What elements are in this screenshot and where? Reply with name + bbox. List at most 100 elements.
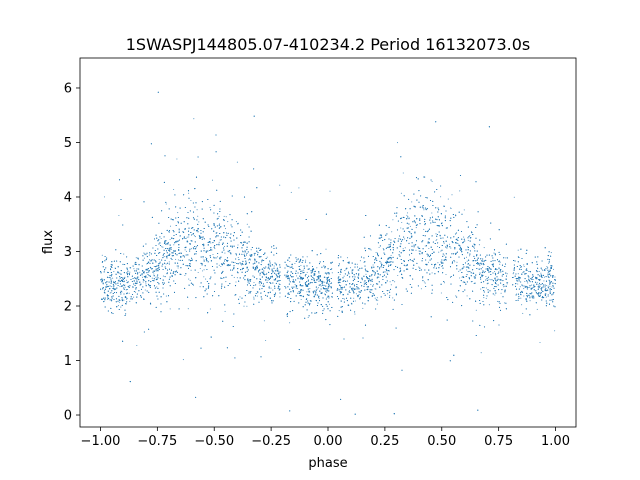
data-point (387, 293, 389, 295)
data-point (202, 270, 204, 272)
data-point (246, 223, 248, 225)
data-point (375, 288, 377, 290)
data-point (225, 281, 227, 283)
data-point (554, 276, 556, 278)
data-point (485, 287, 487, 289)
data-point (389, 294, 391, 296)
data-point (134, 291, 137, 293)
data-point (178, 230, 180, 232)
data-point (161, 246, 163, 248)
data-point (463, 236, 465, 238)
data-point (526, 281, 529, 283)
data-point (438, 251, 440, 253)
data-point (370, 280, 372, 282)
data-point (456, 242, 458, 244)
data-point (253, 252, 255, 254)
data-point (194, 236, 196, 238)
data-point (525, 273, 527, 275)
data-point (396, 142, 399, 144)
data-point (266, 256, 268, 258)
data-point (344, 270, 346, 272)
data-point (500, 292, 502, 294)
data-point (519, 266, 522, 268)
data-point (188, 236, 190, 238)
data-point (118, 301, 120, 303)
data-point (174, 250, 176, 252)
data-point (363, 281, 365, 283)
data-point (155, 276, 157, 278)
data-point (306, 256, 308, 258)
data-point (443, 282, 445, 284)
data-point (205, 278, 207, 280)
data-point (522, 271, 524, 273)
data-point (513, 272, 515, 274)
data-point (483, 287, 485, 289)
data-point (129, 300, 131, 302)
data-point (554, 330, 556, 332)
data-point (388, 264, 390, 266)
data-point (423, 281, 425, 283)
data-point (553, 287, 555, 289)
data-point (151, 277, 153, 279)
data-point (415, 227, 417, 229)
data-point (397, 274, 399, 277)
data-point (241, 264, 243, 266)
data-point (250, 249, 252, 251)
data-point (402, 172, 404, 174)
data-point (184, 274, 186, 277)
data-point (527, 294, 529, 296)
data-point (339, 273, 341, 275)
data-point (249, 259, 251, 261)
data-point (142, 281, 144, 283)
data-point (470, 231, 473, 233)
data-point (318, 280, 320, 282)
data-point (454, 261, 456, 263)
data-point (466, 269, 468, 271)
data-point (361, 279, 364, 281)
data-point (485, 297, 487, 299)
data-point (326, 291, 328, 294)
data-point (257, 292, 259, 294)
data-point (467, 239, 469, 241)
data-point (199, 267, 201, 270)
data-point (473, 247, 476, 249)
data-point (507, 282, 509, 284)
data-point (401, 221, 403, 224)
data-point (168, 261, 170, 263)
data-point (435, 233, 437, 235)
data-point (236, 277, 238, 279)
data-point (203, 259, 205, 261)
data-point (279, 184, 281, 186)
data-point (450, 207, 452, 209)
data-point (376, 303, 378, 305)
data-point (203, 276, 205, 278)
data-point (193, 235, 195, 237)
data-point (198, 221, 200, 223)
data-point (440, 196, 442, 198)
data-point (112, 277, 114, 279)
data-point (218, 264, 220, 266)
data-point (139, 271, 141, 273)
data-point (136, 344, 138, 347)
data-point (415, 249, 417, 251)
data-point (237, 256, 239, 259)
data-point (538, 286, 541, 289)
data-point (495, 283, 497, 285)
data-point (173, 244, 175, 246)
data-point (104, 290, 106, 292)
data-point (290, 191, 292, 193)
data-point (182, 359, 184, 361)
data-point (463, 209, 465, 211)
data-point (404, 238, 406, 240)
data-point (326, 288, 328, 290)
data-point (392, 297, 394, 299)
data-point (523, 264, 525, 266)
data-point (273, 265, 275, 267)
data-point (398, 251, 401, 253)
data-point (123, 253, 125, 255)
data-point (233, 276, 235, 278)
data-point (349, 286, 351, 288)
data-point (483, 247, 485, 249)
data-point (328, 284, 331, 286)
data-point (278, 283, 280, 285)
